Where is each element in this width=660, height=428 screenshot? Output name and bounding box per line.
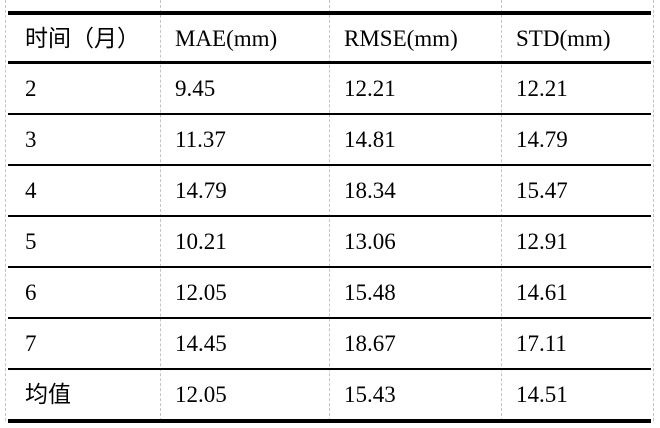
table-cell: 17.11: [516, 331, 567, 356]
table-cell: 15.48: [344, 280, 396, 305]
table-cell: 12.91: [516, 229, 568, 254]
table-gridline-left: [5, 0, 6, 421]
table-cell: 14.79: [516, 127, 568, 152]
table-cell: 18.34: [344, 178, 396, 203]
table-gridline-col1: [160, 0, 161, 421]
table-header-row: 时间（月） MAE(mm) RMSE(mm) STD(mm): [8, 13, 651, 63]
table-cell: 15.43: [344, 382, 396, 407]
table-cell: 18.67: [344, 331, 396, 356]
table-cell: 14.79: [175, 178, 227, 203]
column-header-std: STD(mm): [516, 25, 611, 51]
table-cell: 均值: [25, 382, 71, 407]
table-row: 2 9.45 12.21 12.21: [8, 63, 651, 114]
table-cell: 12.05: [175, 280, 227, 305]
column-header-mae: MAE(mm): [175, 25, 278, 51]
table-gridline-col3: [501, 0, 502, 421]
table-cell: 12.21: [344, 76, 396, 101]
table-gridline-right: [653, 0, 654, 421]
table-cell: 12.21: [516, 76, 568, 101]
table-cell: 9.45: [175, 76, 216, 101]
table-cell: 7: [25, 331, 37, 356]
table-cell: 6: [25, 280, 37, 305]
table-cell: 4: [25, 178, 37, 203]
table-cell: 11.37: [175, 127, 226, 152]
table-cell: 2: [25, 76, 37, 101]
table-cell: 14.81: [344, 127, 396, 152]
metrics-table: 时间（月） MAE(mm) RMSE(mm) STD(mm) 2 9.45 12…: [8, 11, 651, 423]
table-cell: 14.61: [516, 280, 568, 305]
table-row: 5 10.21 13.06 12.91: [8, 216, 651, 267]
column-header-rmse: RMSE(mm): [344, 25, 458, 51]
table-cell: 14.51: [516, 382, 568, 407]
table-cell: 14.45: [175, 331, 227, 356]
table-row-mean: 均值 12.05 15.43 14.51: [8, 369, 651, 421]
table-row: 7 14.45 18.67 17.11: [8, 318, 651, 369]
column-header-time: 时间（月）: [25, 25, 140, 51]
table-cell: 15.47: [516, 178, 568, 203]
table-row: 6 12.05 15.48 14.61: [8, 267, 651, 318]
table-cell: 5: [25, 229, 37, 254]
table-gridline-col2: [329, 0, 330, 421]
table-cell: 3: [25, 127, 37, 152]
table-cell: 13.06: [344, 229, 396, 254]
table-cell: 12.05: [175, 382, 227, 407]
table-row: 4 14.79 18.34 15.47: [8, 165, 651, 216]
table-row: 3 11.37 14.81 14.79: [8, 114, 651, 165]
table-cell: 10.21: [175, 229, 227, 254]
